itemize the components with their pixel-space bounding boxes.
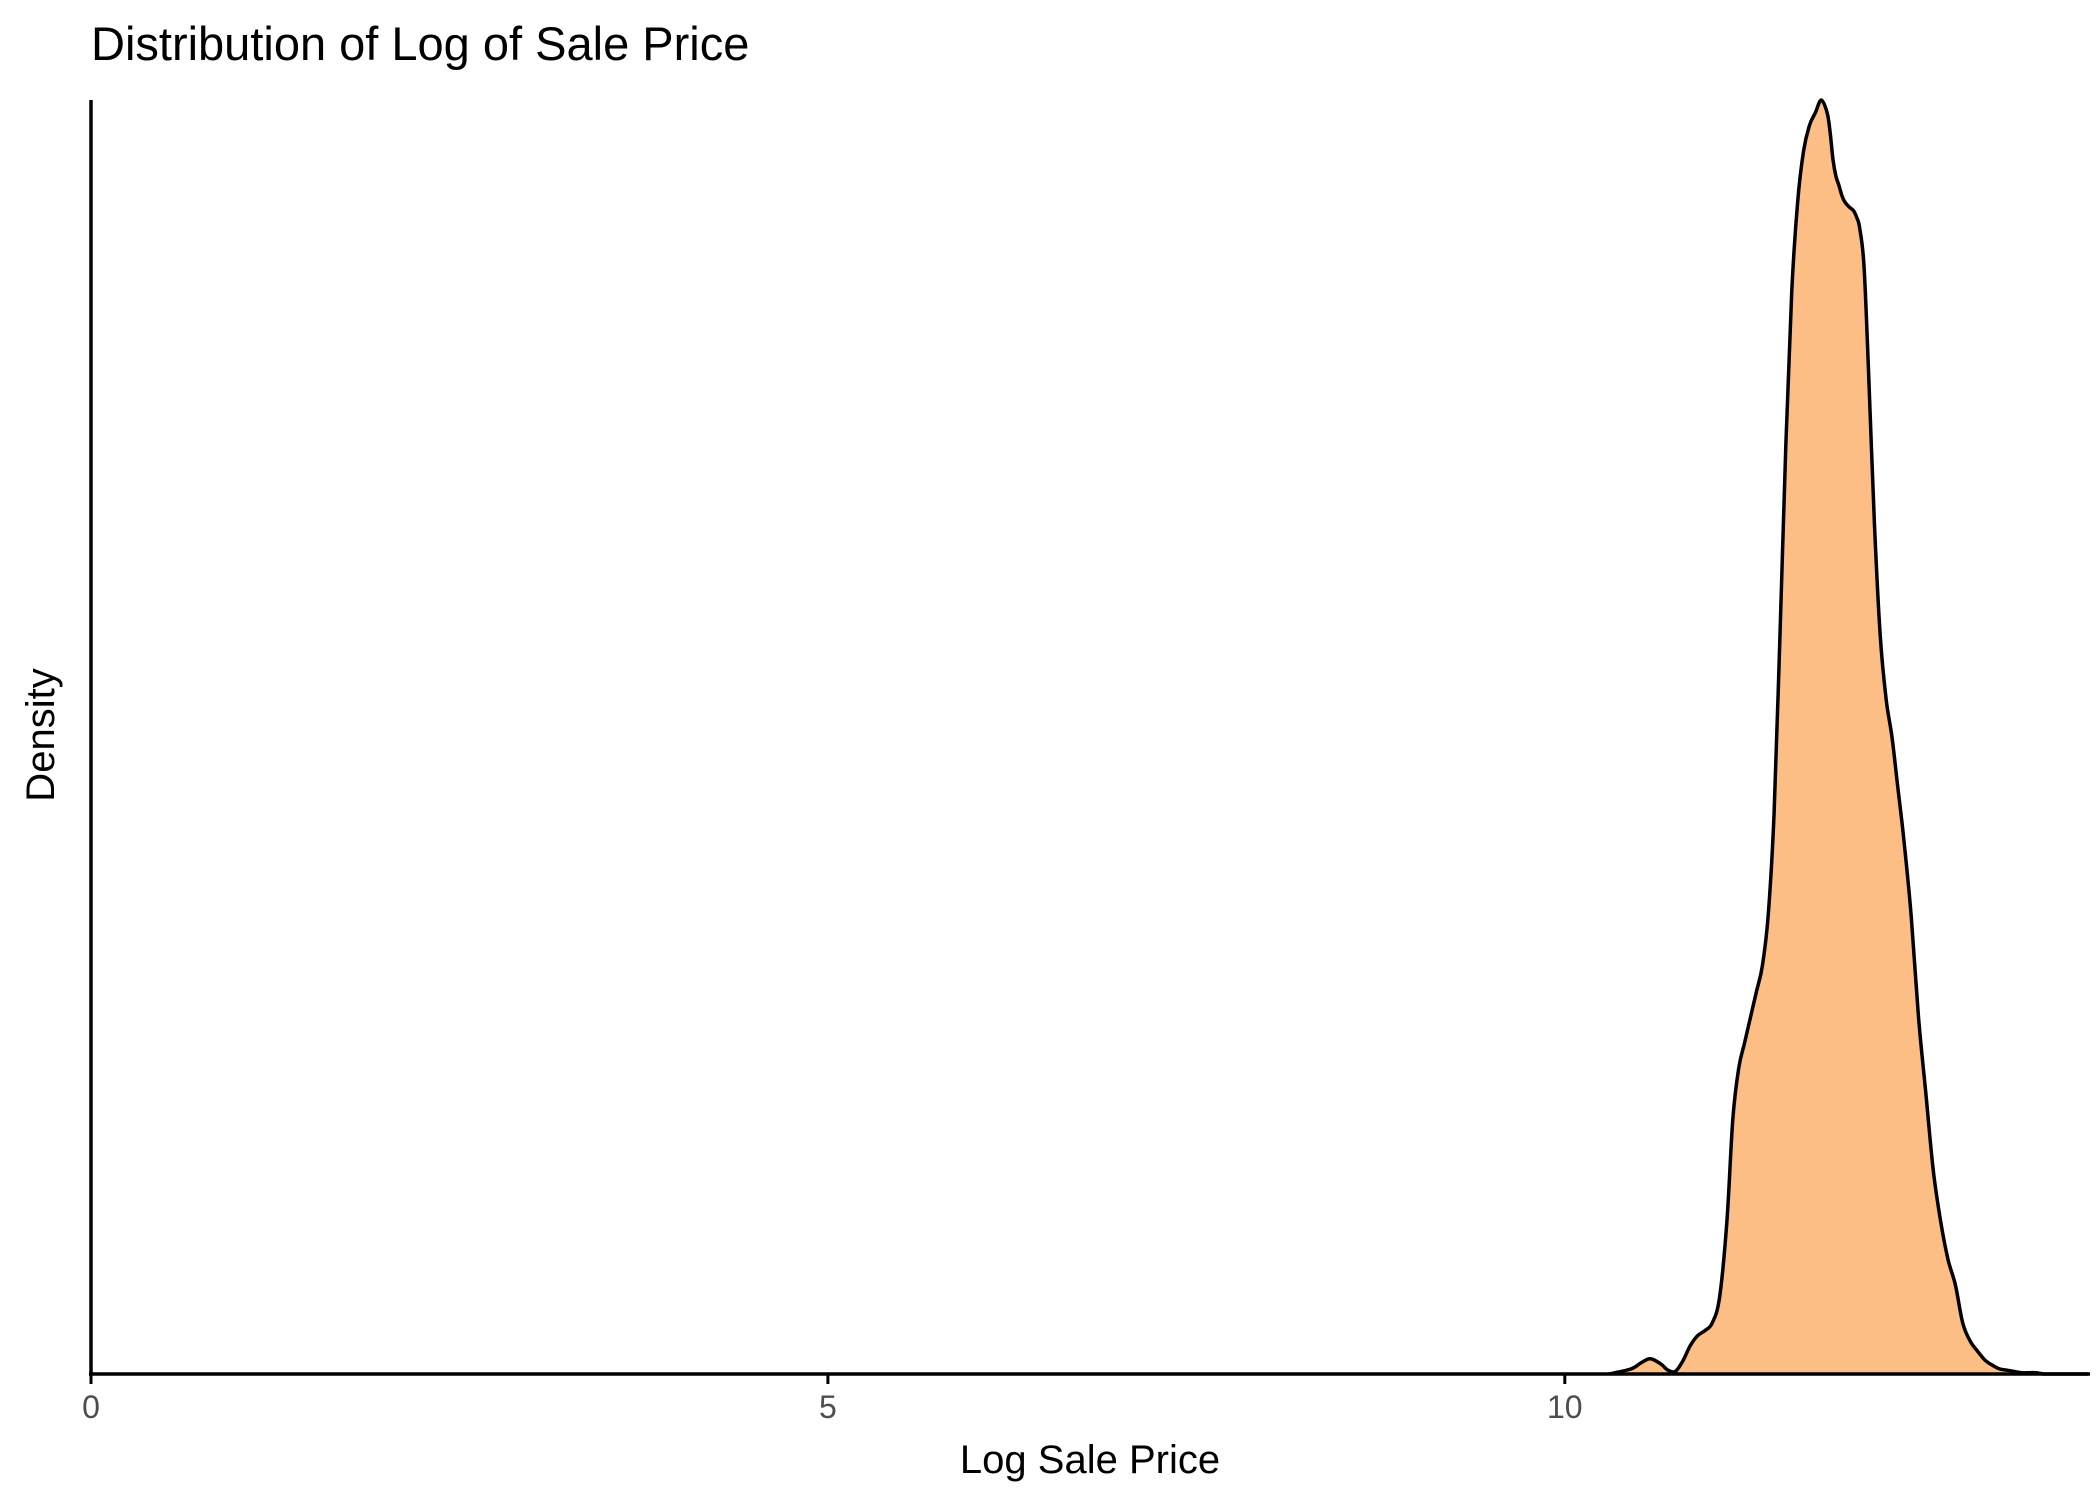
x-tick-label-2: 10 [1547, 1389, 1583, 1425]
density-area-0 [1609, 100, 2088, 1374]
chart-title: Distribution of Log of Sale Price [91, 17, 749, 70]
y-axis-title: Density [19, 668, 63, 801]
x-tick-label-0: 0 [82, 1389, 100, 1425]
plot-area [1608, 98, 2088, 1376]
x-tick-label-1: 5 [819, 1389, 837, 1425]
x-axis-title: Log Sale Price [960, 1438, 1220, 1482]
x-axis-ticks: 0 5 10 [82, 1374, 1583, 1425]
density-line-0 [1608, 98, 2088, 1376]
